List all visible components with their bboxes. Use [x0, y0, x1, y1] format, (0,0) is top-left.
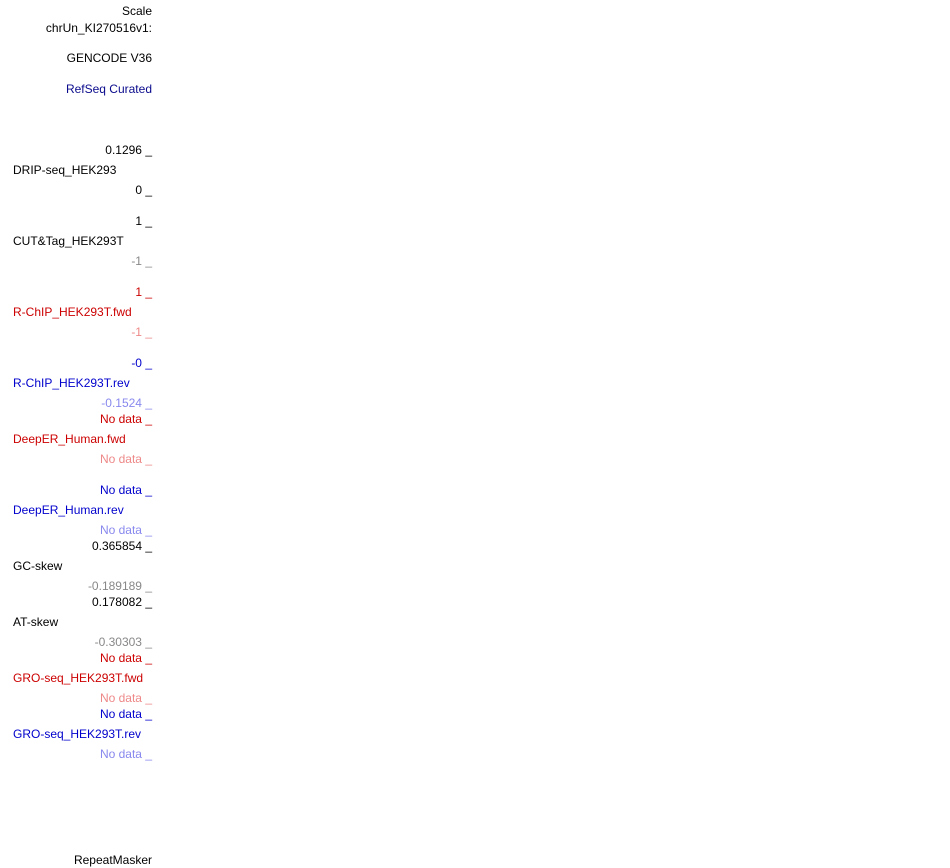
- repeatmasker-track-label[interactable]: RepeatMasker: [73, 853, 152, 867]
- gcskew-min-value: -0.189189 _: [87, 579, 152, 593]
- gencode-track-label[interactable]: GENCODE V36: [66, 51, 152, 65]
- deeper-rev-max-value: No data _: [99, 483, 152, 497]
- gcskew-max-value: 0.365854 _: [91, 539, 152, 553]
- scale-label[interactable]: Scale: [121, 4, 152, 18]
- cuttag-max-value: 1 _: [135, 214, 152, 228]
- rchip-rev-max-value: -0 _: [131, 356, 152, 370]
- gcskew-track-label[interactable]: GC-skew: [13, 559, 63, 573]
- deeper-rev-min-value: No data _: [99, 523, 152, 537]
- drip-max-value: 0.1296 _: [105, 143, 152, 157]
- rchip-fwd-track-label[interactable]: R-ChIP_HEK293T.fwd: [13, 305, 132, 319]
- gro-fwd-track-label[interactable]: GRO-seq_HEK293T.fwd: [13, 671, 144, 685]
- cuttag-min-value: -1 _: [131, 254, 152, 268]
- chromosome-label[interactable]: chrUn_KI270516v1:: [45, 21, 152, 35]
- rchip-fwd-max-value: 1 _: [135, 285, 152, 299]
- rchip-rev-track-label[interactable]: R-ChIP_HEK293T.rev: [13, 376, 130, 390]
- gro-rev-min-value: No data _: [99, 747, 152, 761]
- drip-track-label[interactable]: DRIP-seq_HEK293: [13, 163, 117, 177]
- gro-fwd-max-value: No data _: [99, 651, 152, 665]
- rchip-fwd-min-value: -1 _: [131, 325, 152, 339]
- gro-fwd-min-value: No data _: [99, 691, 152, 705]
- drip-min-value: 0 _: [135, 183, 152, 197]
- refseq-track-label[interactable]: RefSeq Curated: [65, 82, 152, 96]
- cuttag-track-label[interactable]: CUT&Tag_HEK293T: [13, 234, 124, 248]
- rchip-rev-min-value: -0.1524 _: [101, 396, 152, 410]
- deeper-fwd-max-value: No data _: [99, 412, 152, 426]
- deeper-rev-track-label[interactable]: DeepER_Human.rev: [13, 503, 124, 517]
- deeper-fwd-track-label[interactable]: DeepER_Human.fwd: [13, 432, 126, 446]
- gro-rev-max-value: No data _: [99, 707, 152, 721]
- deeper-fwd-min-value: No data _: [99, 452, 152, 466]
- atskew-track-label[interactable]: AT-skew: [13, 615, 59, 629]
- atskew-max-value: 0.178082 _: [91, 595, 152, 609]
- atskew-min-value: -0.30303 _: [94, 635, 152, 649]
- gro-rev-track-label[interactable]: GRO-seq_HEK293T.rev: [13, 727, 142, 741]
